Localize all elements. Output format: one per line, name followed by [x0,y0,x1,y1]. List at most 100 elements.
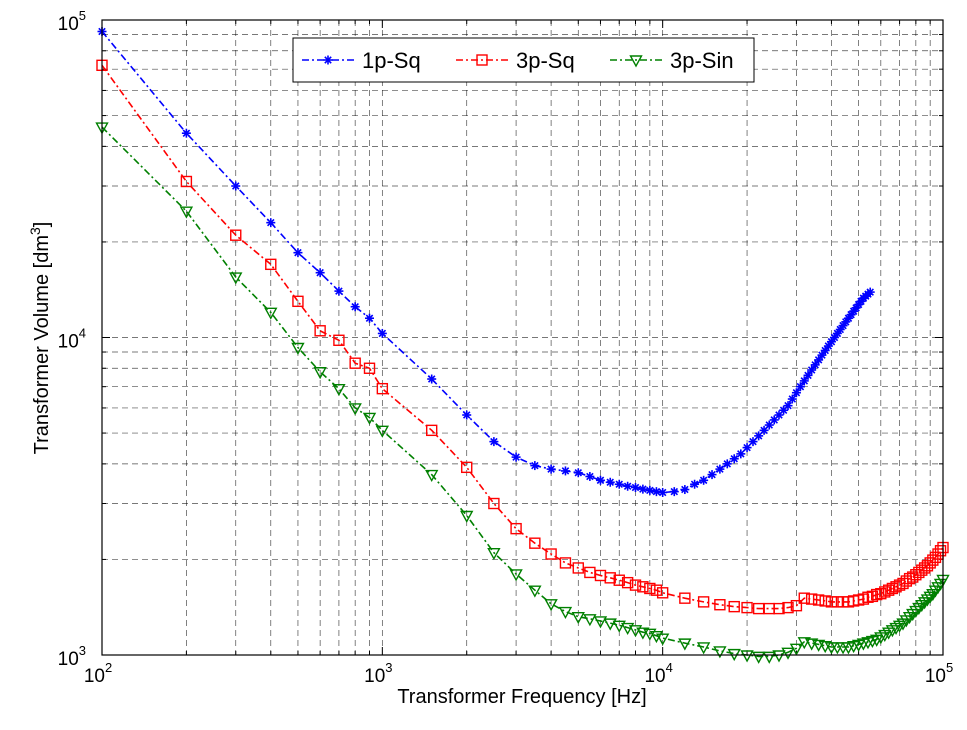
data-point-3p-sin [740,650,754,663]
data-point-3p-sin [620,622,635,636]
data-point-3p-sin [229,272,243,285]
data-point-3p-sin [789,643,804,656]
x-tick-label: 105 [925,660,953,687]
y-tick-label: 104 [58,326,86,353]
data-point-3p-sin [696,642,711,655]
data-point-1p-sq [658,487,668,497]
data-point-3p-sin [915,600,929,613]
data-point-3p-sin [348,403,362,416]
data-point-1p-sq [585,471,595,481]
data-point-3p-sin [509,569,523,582]
x-tick-label: 103 [364,660,392,687]
data-point-3p-sin [571,612,585,625]
data-point-1p-sq [266,218,276,228]
series-3p-sin [95,122,950,664]
y-axis-label-end: ] [31,222,53,228]
data-point-1p-sq [181,128,191,138]
y-tick-label: 103 [58,643,86,670]
data-point-3p-sq [314,325,326,337]
data-point-3p-sq [637,581,649,593]
data-point-1p-sq [729,454,739,464]
data-point-3p-sin [636,627,650,640]
data-point-1p-sq [722,459,732,469]
data-point-1p-sq [530,461,540,471]
data-point-3p-sq [376,382,389,395]
data-point-3p-sin [313,367,327,380]
data-point-1p-sq [614,479,624,489]
data-point-1p-sq [799,376,809,386]
data-point-3p-sq [866,590,879,603]
data-point-1p-sq [630,482,640,492]
data-point-3p-sq [349,357,361,369]
data-point-3p-sq [890,581,902,593]
data-point-1p-sq [293,248,303,258]
data-point-3p-sin [291,342,305,355]
data-point-3p-sin [797,637,811,650]
legend-label-1p-sq: 1p-Sq [362,48,421,73]
data-point-1p-sq [769,415,779,425]
data-point-3p-sin [917,597,932,610]
data-point-3p-sq [819,595,831,607]
data-point-3p-sq [572,562,584,574]
data-point-3p-sq [604,572,616,584]
grid-layer [102,20,943,655]
data-point-3p-sq [900,575,913,587]
data-point-1p-sq [462,410,472,420]
series-line-3p-sin [101,126,944,658]
legend-marker-3p-sin [629,55,643,68]
data-point-1p-sq [807,365,817,375]
legend-item-3p-sq: 3p-Sq [456,48,575,73]
data-point-1p-sq [573,468,583,478]
data-point-3p-sin [909,605,923,619]
data-point-3p-sq [903,572,916,585]
data-point-3p-sq [559,557,572,569]
data-point-3p-sin [781,647,795,660]
legend-label-3p-sin: 3p-Sin [670,48,734,73]
y-tick-label: 105 [58,8,86,35]
data-point-3p-sq [265,258,277,271]
legend-marker-3p-sq [476,54,488,66]
data-point-3p-sq [812,594,825,606]
data-point-3p-sq [805,593,818,605]
data-point-1p-sq [742,443,752,453]
data-point-3p-sin [179,206,194,219]
data-point-3p-sin [751,651,766,664]
data-point-3p-sq [363,362,376,374]
data-point-3p-sq [741,601,753,614]
legend: 1p-Sq 3p-Sq 3p-Sin [292,37,755,83]
data-point-3p-sin [583,614,597,627]
data-point-3p-sq [882,584,895,596]
x-tick-label: 102 [84,660,112,687]
data-point-3p-sq [782,601,794,614]
data-point-1p-sq [546,464,556,474]
data-point-1p-sq [427,374,437,384]
data-point-3p-sq [714,599,726,611]
data-point-1p-sq [651,487,661,497]
data-point-3p-sin [612,620,626,633]
data-point-1p-sq [377,328,387,338]
series-1p-sq [97,26,875,497]
data-point-1p-sq [810,360,820,370]
data-point-3p-sq [790,599,803,612]
data-point-1p-sq [787,394,797,404]
data-point-3p-sin [558,606,573,620]
data-point-1p-sq [623,481,633,491]
data-point-3p-sq [870,588,883,601]
data-point-1p-sq [803,370,813,380]
data-point-3p-sq [545,548,557,560]
data-point-1p-sq [231,181,241,191]
legend-item-3p-sin: 3p-Sin [610,48,734,73]
data-point-1p-sq [795,382,805,392]
data-point-3p-sin [678,638,692,651]
data-point-3p-sq [728,600,740,613]
data-point-3p-sq [773,602,785,615]
data-point-1p-sq [605,477,615,487]
data-point-1p-sq [669,487,679,497]
data-point-1p-sq [638,484,648,494]
legend-marker-1p-sq [323,55,333,65]
data-point-3p-sq [825,596,838,608]
data-point-1p-sq [489,437,499,447]
data-point-1p-sq [365,313,375,323]
